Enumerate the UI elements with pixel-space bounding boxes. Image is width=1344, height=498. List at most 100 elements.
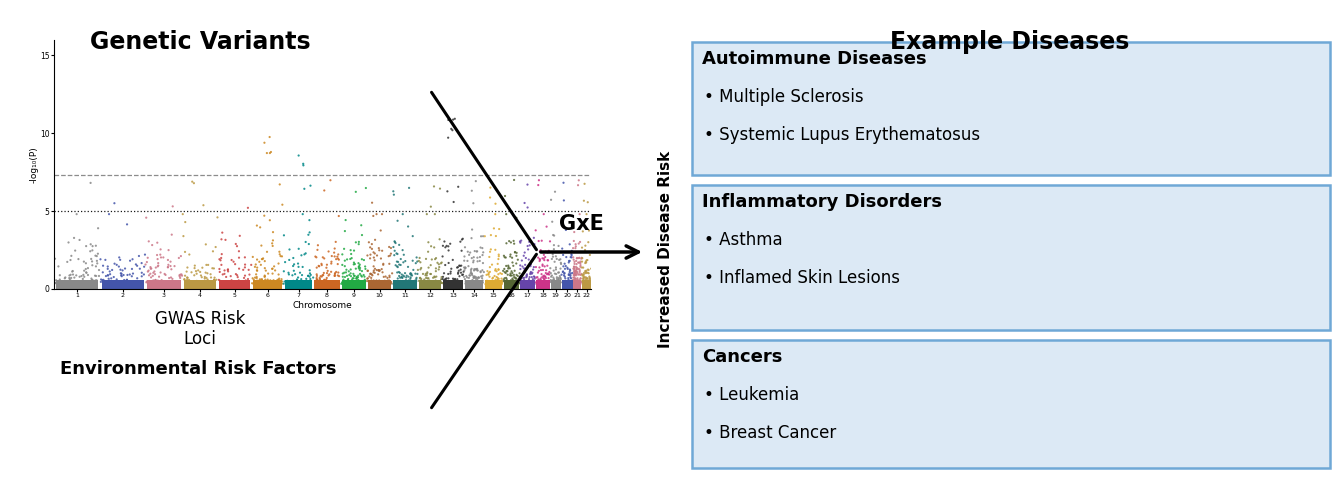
- Point: [566, 268, 587, 276]
- Point: [250, 224, 271, 232]
- Point: [470, 267, 492, 275]
- Point: [368, 266, 390, 274]
- Point: [528, 280, 550, 288]
- Point: [383, 191, 405, 199]
- Point: [101, 274, 122, 282]
- Point: [195, 241, 216, 249]
- Point: [398, 263, 419, 271]
- Point: [349, 266, 371, 274]
- Point: [419, 261, 441, 269]
- Point: [438, 243, 460, 250]
- Point: [363, 276, 384, 284]
- Point: [370, 266, 391, 274]
- Bar: [520, 279, 535, 289]
- Point: [190, 268, 211, 276]
- Point: [254, 275, 276, 283]
- Point: [581, 275, 602, 283]
- Point: [60, 279, 82, 287]
- Point: [353, 256, 375, 264]
- Point: [192, 264, 214, 272]
- Point: [171, 272, 192, 280]
- Point: [387, 274, 409, 282]
- Point: [363, 253, 384, 261]
- Point: [577, 280, 598, 288]
- Point: [461, 265, 482, 273]
- Point: [327, 271, 348, 279]
- Point: [246, 279, 267, 287]
- Point: [282, 254, 304, 262]
- Point: [398, 184, 419, 192]
- Point: [519, 275, 540, 283]
- Point: [47, 262, 69, 270]
- Point: [340, 265, 362, 273]
- Point: [535, 279, 556, 287]
- Point: [298, 240, 320, 248]
- Point: [567, 181, 589, 189]
- Point: [547, 274, 569, 282]
- Point: [571, 263, 593, 271]
- Bar: [55, 279, 98, 289]
- Point: [437, 278, 458, 286]
- Point: [310, 272, 332, 280]
- Point: [469, 257, 491, 265]
- Point: [345, 274, 367, 282]
- Point: [75, 265, 97, 273]
- Point: [148, 273, 169, 281]
- Point: [245, 260, 266, 268]
- Point: [223, 277, 245, 285]
- Point: [531, 270, 552, 278]
- Point: [262, 265, 284, 273]
- Point: [54, 274, 75, 282]
- Point: [538, 274, 559, 282]
- Point: [228, 276, 250, 284]
- Point: [140, 278, 161, 286]
- Point: [513, 252, 535, 260]
- Point: [328, 212, 349, 220]
- Point: [560, 253, 582, 261]
- Point: [278, 270, 300, 278]
- Point: [422, 279, 444, 287]
- Point: [121, 265, 142, 273]
- Point: [457, 248, 478, 255]
- Point: [501, 267, 523, 275]
- Point: [577, 275, 598, 283]
- Text: Environmental Risk Factors: Environmental Risk Factors: [60, 360, 336, 378]
- Point: [415, 270, 437, 278]
- Point: [403, 266, 425, 274]
- Point: [191, 273, 212, 281]
- Point: [281, 277, 302, 285]
- Point: [255, 266, 277, 274]
- Point: [535, 266, 556, 274]
- Point: [113, 276, 134, 284]
- Point: [398, 223, 419, 231]
- Point: [520, 269, 542, 277]
- Point: [218, 265, 239, 273]
- Point: [466, 266, 488, 274]
- Point: [66, 210, 87, 218]
- Point: [306, 263, 328, 271]
- Point: [526, 273, 547, 281]
- Point: [564, 275, 586, 283]
- Point: [387, 217, 409, 225]
- Point: [524, 275, 546, 283]
- Point: [523, 263, 544, 271]
- Point: [442, 116, 464, 124]
- Point: [245, 273, 266, 281]
- Point: [577, 198, 598, 206]
- Point: [470, 268, 492, 276]
- Point: [243, 280, 265, 288]
- Point: [430, 278, 452, 286]
- Point: [526, 263, 547, 271]
- Point: [378, 279, 399, 287]
- Point: [321, 258, 343, 266]
- Text: • Leukemia: • Leukemia: [704, 386, 800, 404]
- Point: [335, 278, 356, 286]
- Point: [392, 251, 414, 259]
- Point: [401, 269, 422, 277]
- Bar: [146, 279, 181, 289]
- Point: [570, 280, 591, 288]
- Point: [251, 275, 273, 283]
- Point: [402, 271, 423, 279]
- Point: [523, 265, 544, 273]
- Point: [487, 276, 508, 284]
